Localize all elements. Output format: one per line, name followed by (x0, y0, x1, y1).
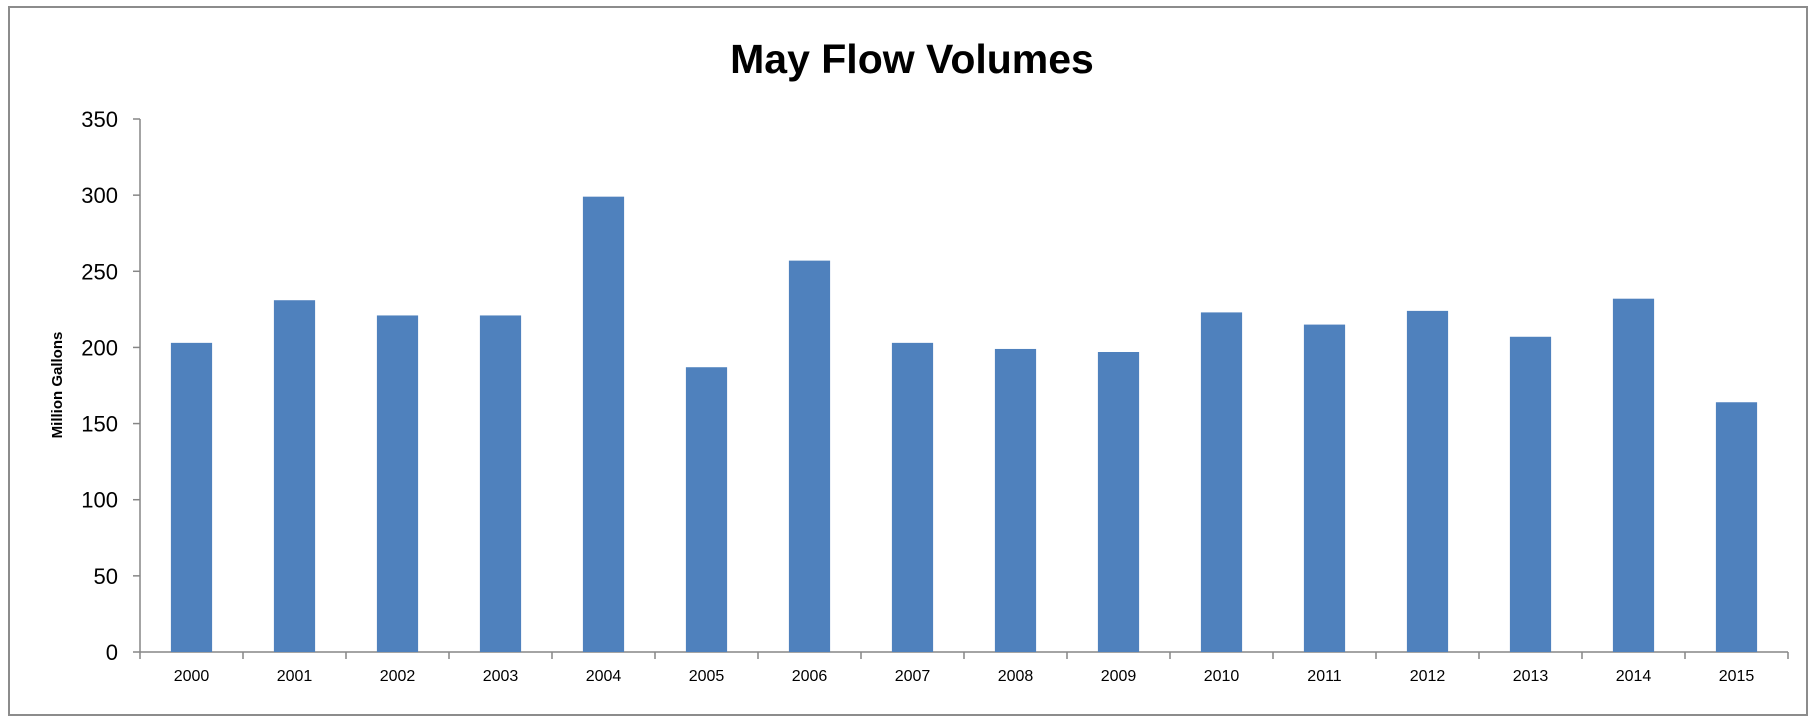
bar-2015 (1715, 402, 1758, 652)
x-tick-label: 2015 (1719, 668, 1755, 685)
y-tick-label: 150 (81, 412, 118, 437)
bar-2005 (685, 367, 728, 652)
y-tick-label: 350 (81, 107, 118, 132)
x-tick-label: 2011 (1307, 668, 1342, 685)
bar-2003 (479, 315, 522, 652)
y-tick-label: 50 (94, 564, 118, 589)
bar-2000 (170, 342, 213, 652)
bar-2012 (1406, 310, 1449, 652)
x-tick-label: 2002 (380, 668, 416, 685)
y-ticks: 0 50 100 150 200 250 300 350 (81, 107, 140, 665)
y-tick-label: 250 (81, 259, 118, 284)
x-tick-label: 2001 (277, 668, 313, 685)
bar-2013 (1509, 336, 1552, 652)
x-tick-label: 2004 (586, 668, 622, 685)
x-tick-label: 2014 (1616, 668, 1652, 685)
x-tick-label: 2013 (1513, 668, 1549, 685)
bar-2008 (994, 348, 1037, 652)
bar-2001 (273, 300, 316, 652)
x-tick-label: 2007 (895, 668, 931, 685)
bar-2004 (582, 196, 625, 652)
x-tick-label: 2008 (998, 668, 1034, 685)
y-tick-label: 0 (106, 640, 118, 665)
x-tick-label: 2012 (1410, 668, 1446, 685)
bar-2011 (1303, 324, 1346, 652)
bar-2010 (1200, 312, 1243, 652)
x-ticks: 2000 2001 2002 2003 2004 2005 2006 2007 2008 2009… (139, 652, 1789, 685)
bar-2009 (1097, 351, 1140, 652)
y-tick-label: 300 (81, 183, 118, 208)
bars (170, 196, 1758, 652)
x-tick-label: 2003 (483, 668, 519, 685)
x-tick-label: 2000 (174, 668, 210, 685)
bar-2007 (891, 342, 934, 652)
x-tick-label: 2006 (792, 668, 828, 685)
x-tick-label: 2010 (1204, 668, 1240, 685)
x-tick-label: 2005 (689, 668, 725, 685)
chart-title: May Flow Volumes (730, 36, 1094, 82)
x-tick-label: 2009 (1101, 668, 1137, 685)
y-axis-label: Million Gallons (49, 332, 66, 439)
bar-2014 (1612, 298, 1655, 652)
y-tick-label: 100 (81, 488, 118, 513)
bar-2002 (376, 315, 419, 652)
y-tick-label: 200 (81, 335, 118, 360)
bar-2006 (788, 260, 831, 652)
bar-chart: May Flow Volumes Million Gallons 0 50 100 1… (49, 36, 1789, 685)
